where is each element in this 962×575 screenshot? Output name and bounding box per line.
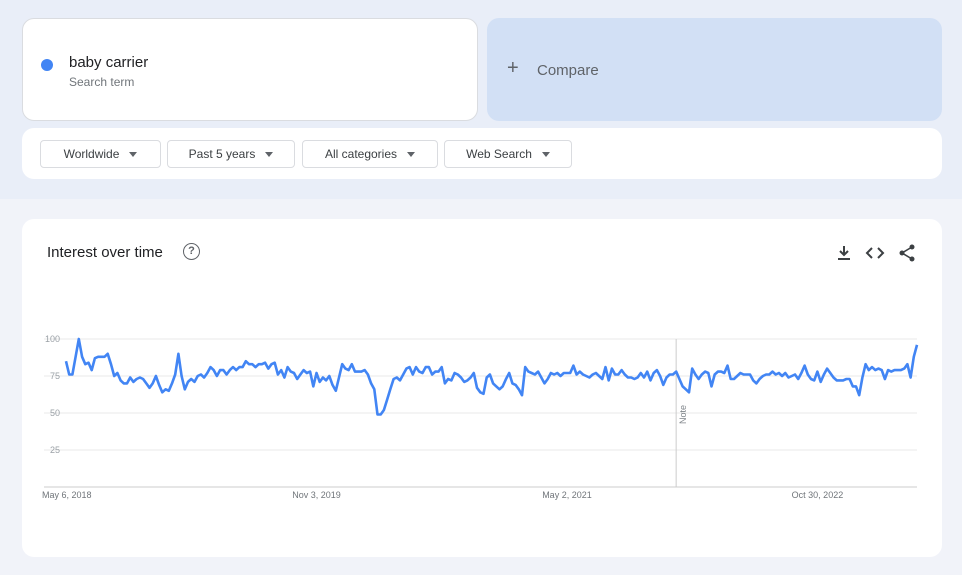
x-tick-label: Oct 30, 2022 bbox=[792, 490, 844, 500]
plus-icon: + bbox=[507, 57, 519, 79]
term-color-dot bbox=[41, 59, 53, 71]
embed-code-icon[interactable] bbox=[865, 243, 885, 263]
dropdown-label: All categories bbox=[324, 147, 398, 161]
y-tick-label: 25 bbox=[50, 445, 60, 455]
category-dropdown[interactable]: All categories bbox=[302, 140, 438, 168]
filters-bar: Worldwide Past 5 years All categories We… bbox=[22, 128, 942, 179]
search-term-name[interactable]: baby carrier bbox=[69, 54, 149, 71]
series-line bbox=[64, 337, 919, 416]
dropdown-label: Worldwide bbox=[63, 147, 120, 161]
x-tick-label: May 6, 2018 bbox=[42, 490, 92, 500]
region-dropdown[interactable]: Worldwide bbox=[40, 140, 161, 168]
caret-down-icon bbox=[407, 151, 416, 157]
time-range-dropdown[interactable]: Past 5 years bbox=[167, 140, 295, 168]
line-chart: 25 50 75 100 Note May 6, 2018 Nov 3, 2019 May 2… bbox=[42, 334, 919, 500]
y-tick-label: 50 bbox=[50, 408, 60, 418]
share-icon[interactable] bbox=[897, 243, 917, 263]
chart-title: Interest over time bbox=[47, 244, 163, 261]
help-circle-icon[interactable]: ? bbox=[183, 243, 200, 260]
compare-label: Compare bbox=[537, 62, 599, 79]
download-icon[interactable] bbox=[834, 243, 854, 263]
search-term-card[interactable]: baby carrier Search term bbox=[22, 18, 478, 121]
dropdown-label: Past 5 years bbox=[188, 147, 256, 161]
y-tick-label: 75 bbox=[50, 371, 60, 381]
note-label: Note bbox=[678, 405, 688, 424]
x-tick-label: Nov 3, 2019 bbox=[292, 490, 341, 500]
dropdown-label: Web Search bbox=[466, 147, 532, 161]
caret-down-icon bbox=[129, 151, 138, 157]
caret-down-icon bbox=[541, 151, 550, 157]
search-type-dropdown[interactable]: Web Search bbox=[444, 140, 572, 168]
interest-over-time-card: Interest over time ? 25 50 75 100 Note May 6,… bbox=[22, 219, 942, 557]
y-tick-label: 100 bbox=[45, 334, 60, 344]
search-term-type: Search term bbox=[69, 75, 135, 89]
x-tick-label: May 2, 2021 bbox=[542, 490, 592, 500]
caret-down-icon bbox=[265, 151, 274, 157]
compare-button[interactable]: + Compare bbox=[487, 18, 942, 121]
